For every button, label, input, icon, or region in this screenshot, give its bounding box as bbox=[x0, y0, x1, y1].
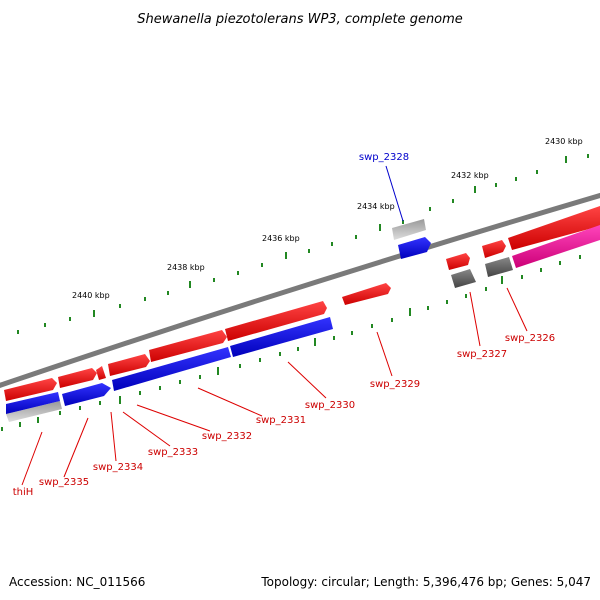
gene-fwd-4[interactable] bbox=[108, 354, 150, 376]
tick-label-2434: 2434 kbp bbox=[357, 202, 395, 211]
genome-backbone bbox=[0, 192, 600, 388]
gene-rev-pink[interactable] bbox=[512, 225, 600, 268]
gene-rev-blue-2[interactable] bbox=[62, 383, 111, 406]
gene-fwd-1[interactable] bbox=[4, 378, 57, 401]
gene-fwd-10[interactable] bbox=[508, 206, 600, 250]
gene-fwd-8[interactable] bbox=[446, 253, 470, 270]
gene-rev-blue-4[interactable] bbox=[230, 317, 333, 357]
accession-text: Accession: NC_011566 bbox=[9, 575, 145, 589]
gene-fwd-3[interactable] bbox=[96, 366, 106, 380]
tick-label-2440: 2440 kbp bbox=[72, 291, 110, 300]
genome-summary-text: Topology: circular; Length: 5,396,476 bp… bbox=[260, 575, 591, 589]
gene-fwd-5[interactable] bbox=[149, 330, 227, 362]
inner-tick-track bbox=[1, 255, 581, 431]
reverse-strand-track bbox=[6, 225, 600, 422]
label-swp-2330[interactable]: swp_2330 bbox=[305, 400, 355, 411]
gene-fwd-6[interactable] bbox=[225, 301, 327, 341]
map-title: Shewanella piezotolerans WP3, complete g… bbox=[137, 12, 463, 27]
tick-label-2432: 2432 kbp bbox=[451, 171, 489, 180]
gene-gray-upper[interactable] bbox=[392, 219, 426, 240]
gene-rev-blue-1[interactable] bbox=[6, 392, 60, 414]
label-thiH[interactable]: thiH bbox=[13, 487, 34, 498]
outer-tick-track bbox=[17, 154, 589, 334]
tick-label-2438: 2438 kbp bbox=[167, 263, 205, 272]
label-swp-2328[interactable]: swp_2328 bbox=[359, 152, 409, 163]
forward-strand-track bbox=[4, 206, 600, 401]
label-swp-2327[interactable]: swp_2327 bbox=[457, 349, 507, 360]
label-swp-2329[interactable]: swp_2329 bbox=[370, 379, 420, 390]
gene-swp-2328[interactable] bbox=[398, 237, 431, 259]
label-swp-2334[interactable]: swp_2334 bbox=[93, 462, 143, 473]
leader-lines bbox=[21, 165, 528, 486]
tick-label-2436: 2436 kbp bbox=[262, 234, 300, 243]
gene-rev-blue-3[interactable] bbox=[112, 347, 231, 391]
gene-fwd-7[interactable] bbox=[342, 283, 391, 305]
label-swp-2332[interactable]: swp_2332 bbox=[202, 431, 252, 442]
label-swp-2335[interactable]: swp_2335 bbox=[39, 477, 89, 488]
label-swp-2326[interactable]: swp_2326 bbox=[505, 333, 555, 344]
gene-fwd-9[interactable] bbox=[482, 240, 506, 258]
gene-rev-gray-1[interactable] bbox=[6, 401, 62, 422]
upper-gene-track bbox=[392, 219, 431, 259]
gene-rev-dark-2[interactable] bbox=[485, 257, 513, 277]
gene-fwd-2[interactable] bbox=[58, 368, 97, 388]
gene-rev-dark-1[interactable] bbox=[451, 269, 476, 288]
label-swp-2333[interactable]: swp_2333 bbox=[148, 447, 198, 458]
label-swp-2331[interactable]: swp_2331 bbox=[256, 415, 306, 426]
tick-label-2430: 2430 kbp bbox=[545, 137, 583, 146]
